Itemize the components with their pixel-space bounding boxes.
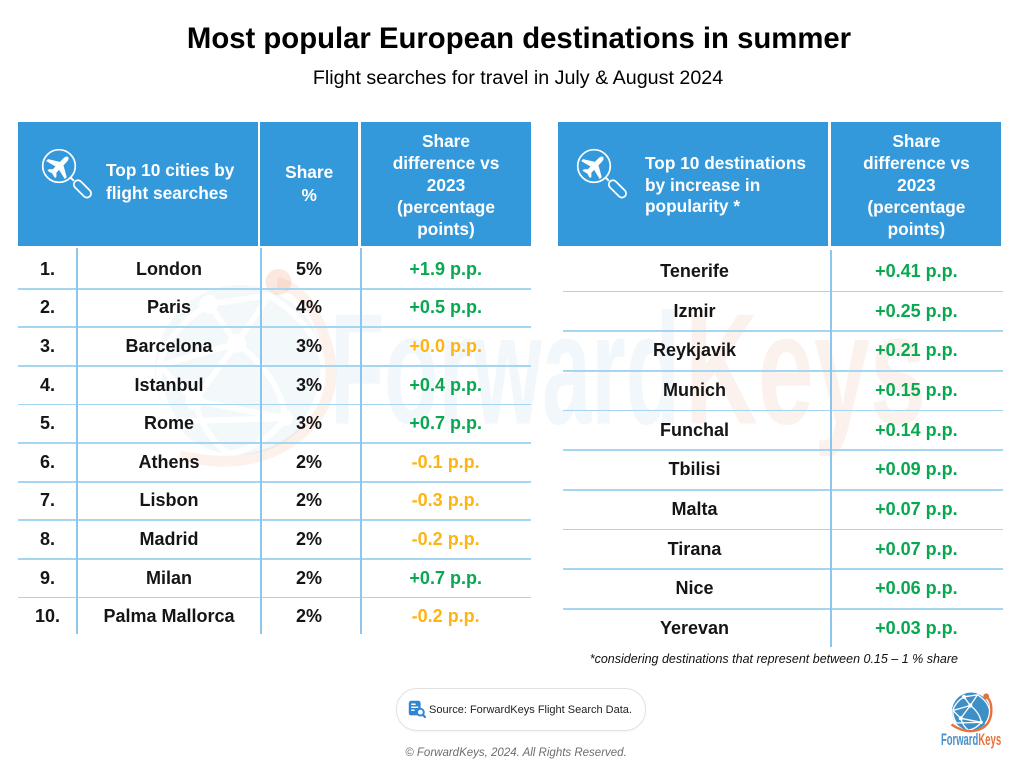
svg-text:Forward: Forward: [330, 282, 680, 458]
svg-text:Forward: Forward: [941, 730, 978, 749]
svg-text:Keys: Keys: [685, 282, 926, 458]
svg-text:Keys: Keys: [978, 730, 1001, 749]
